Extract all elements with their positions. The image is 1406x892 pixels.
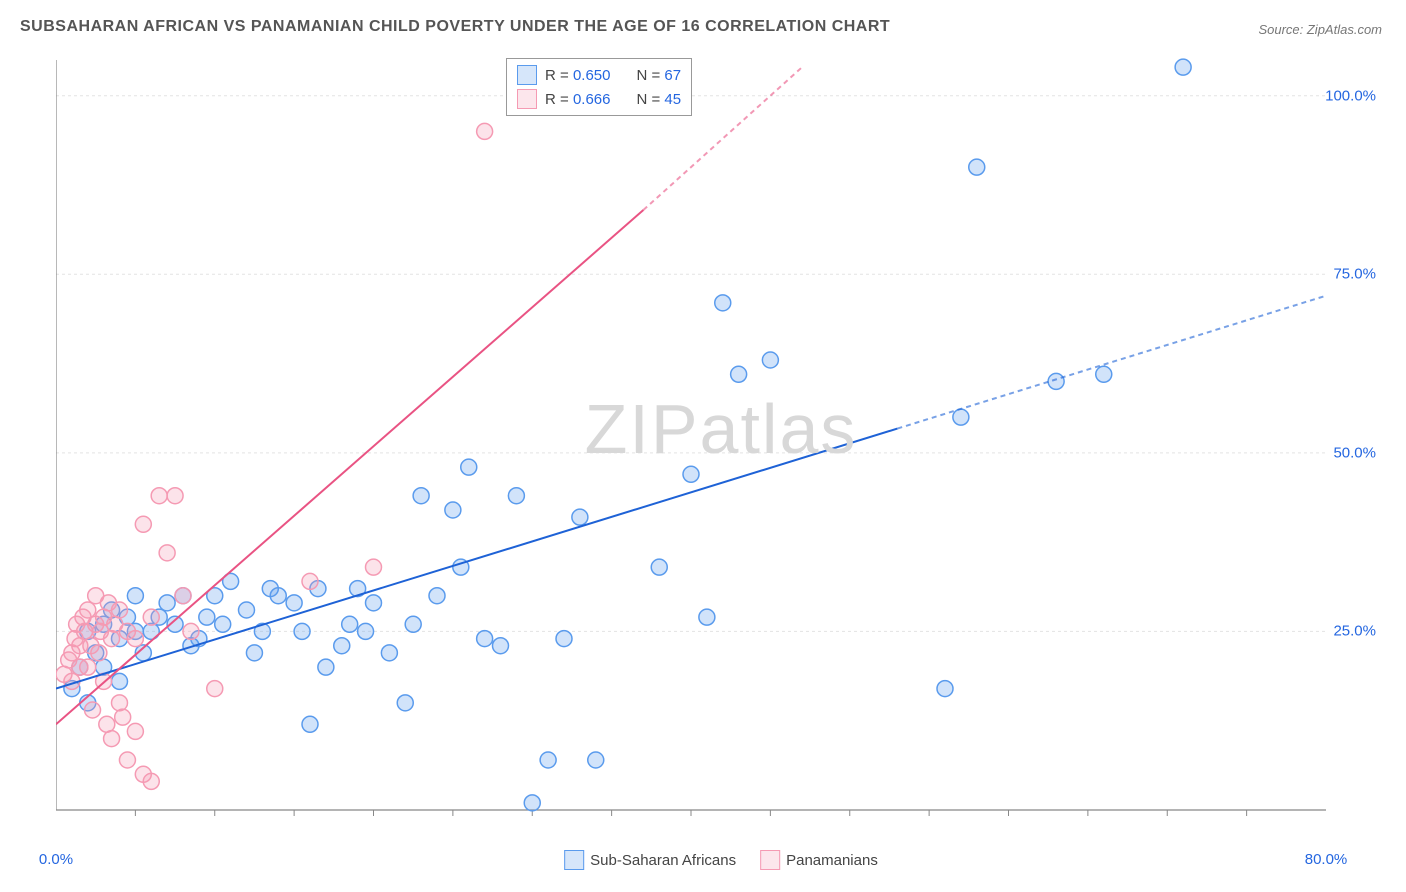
chart-title: SUBSAHARAN AFRICAN VS PANAMANIAN CHILD P… [20,18,890,36]
legend-n-label: N = 45 [636,91,681,108]
legend-stat-row-subsaharan: R = 0.650 N = 67 [517,63,681,87]
legend-stat-row-panamanian: R = 0.666 N = 45 [517,87,681,111]
y-tick: 25.0% [1333,623,1376,640]
legend-series: Sub-Saharan Africans Panamanians [564,850,878,870]
legend-r-label: R = 0.666 [545,91,610,108]
legend-swatch-subsaharan [517,65,537,85]
x-tick: 80.0% [1305,851,1348,868]
scatter-chart [56,50,1386,840]
legend-stats: R = 0.650 N = 67 R = 0.666 N = 45 [506,58,692,116]
legend-swatch-panamanian [760,850,780,870]
legend-label-subsaharan: Sub-Saharan Africans [590,852,736,869]
y-tick: 75.0% [1333,266,1376,283]
legend-swatch-panamanian [517,89,537,109]
x-tick: 0.0% [39,851,73,868]
plot-area: ZIPatlas R = 0.650N = 67R = 0.666N = 45 … [56,50,1386,840]
y-tick: 50.0% [1333,444,1376,461]
legend-item-subsaharan: Sub-Saharan Africans [564,850,736,870]
y-tick: 100.0% [1325,87,1376,104]
legend-label-panamanian: Panamanians [786,852,878,869]
legend-r-label: R = 0.650 [545,67,610,84]
legend-swatch-subsaharan [564,850,584,870]
legend-item-panamanian: Panamanians [760,850,878,870]
legend-n-label: N = 67 [636,67,681,84]
source-label: Source: ZipAtlas.com [1258,22,1382,37]
